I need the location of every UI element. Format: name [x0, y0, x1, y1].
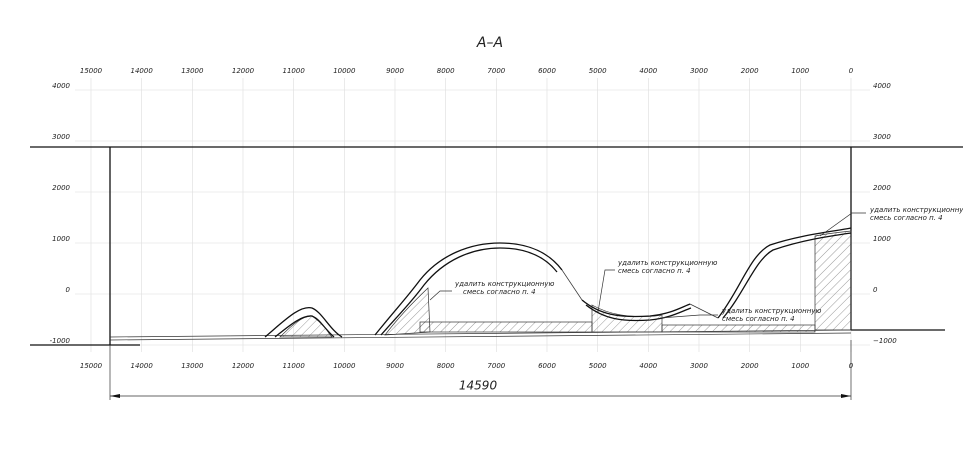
top-scale-label: 9000	[386, 67, 404, 75]
left-scale-label: 3000	[52, 133, 70, 141]
bottom-scale-label: 4000	[639, 362, 657, 370]
annotation: удалить конструкционную	[721, 307, 821, 315]
annotation: смесь согласно п. 4	[618, 267, 691, 275]
bottom-scale-label: 8000	[437, 362, 455, 370]
bottom-scale-label: 6000	[538, 362, 556, 370]
bottom-scale-label: 2000	[741, 362, 759, 370]
right-scale-label: 4000	[873, 82, 891, 90]
top-scale-label: 11000	[283, 67, 306, 75]
right-scale-label: 1000	[873, 235, 891, 243]
left-scale-label: 2000	[52, 184, 70, 192]
annotation: удалить конструкционную	[454, 280, 554, 288]
right-scale-label: −1000	[873, 337, 897, 345]
bottom-scale-label: 1000	[791, 362, 809, 370]
top-scale-label: 8000	[437, 67, 455, 75]
bottom-scale-label: 5000	[589, 362, 607, 370]
left-scale-label: 0	[66, 286, 71, 294]
annotation: смесь согласно п. 4	[722, 315, 795, 323]
bottom-scale-label: 0	[849, 362, 854, 370]
right-scale-label: 3000	[873, 133, 891, 141]
bottom-scale-label: 7000	[487, 362, 505, 370]
bottom-scale-label: 9000	[386, 362, 404, 370]
annotation: удалить конструкционную	[617, 259, 717, 267]
bottom-scale-label: 11000	[283, 362, 306, 370]
bottom-scale-label: 14000	[131, 362, 154, 370]
bottom-scale-label: 13000	[181, 362, 204, 370]
bottom-scale-label: 10000	[333, 362, 356, 370]
top-scale-label: 0	[849, 67, 854, 75]
bottom-scale-label: 12000	[232, 362, 255, 370]
profile	[264, 227, 852, 338]
dimension-label: 14590	[459, 379, 498, 393]
top-scale-label: 2000	[741, 67, 759, 75]
hatched-areas	[279, 230, 852, 338]
grid	[75, 78, 870, 352]
top-scale-label: 3000	[690, 67, 708, 75]
top-scale-label: 5000	[589, 67, 607, 75]
top-scale-label: 1000	[791, 67, 809, 75]
right-scale-label: 2000	[873, 184, 891, 192]
annotation: удалить конструкционную	[869, 206, 963, 214]
top-scale-label: 4000	[639, 67, 657, 75]
leaders	[429, 212, 866, 319]
bottom-scale-label: 15000	[80, 362, 103, 370]
left-scale-label: 4000	[52, 82, 70, 90]
top-scale-label: 12000	[232, 67, 255, 75]
top-scale-label: 10000	[333, 67, 356, 75]
title: А–А	[476, 35, 503, 51]
left-scale-label: -1000	[50, 337, 71, 345]
right-scale-label: 0	[873, 286, 878, 294]
bottom-scale-label: 3000	[690, 362, 708, 370]
left-scale-label: 1000	[52, 235, 70, 243]
dimension: 14590	[109, 340, 852, 400]
top-scale-label: 14000	[131, 67, 154, 75]
annotation: смесь согласно п. 4	[870, 214, 943, 222]
top-scale-label: 6000	[538, 67, 556, 75]
top-scale-label: 7000	[487, 67, 505, 75]
top-scale-label: 13000	[181, 67, 204, 75]
top-scale-label: 15000	[80, 67, 103, 75]
annotation: смесь согласно п. 4	[463, 288, 536, 296]
